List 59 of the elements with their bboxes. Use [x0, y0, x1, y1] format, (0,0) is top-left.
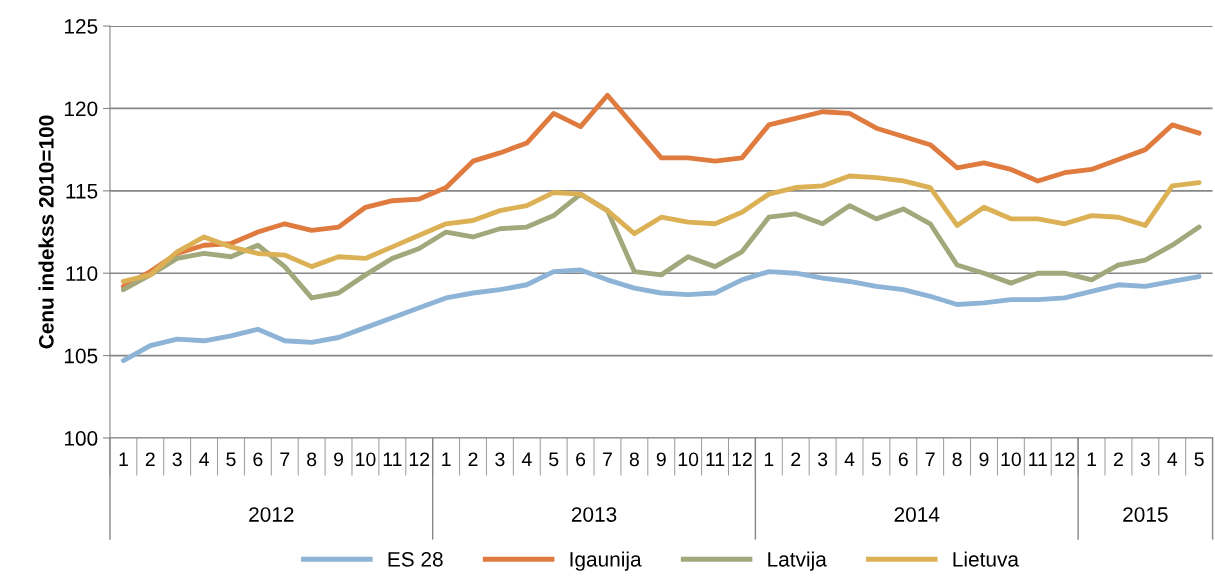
y-axis-title: Cenu indekss 2010=100	[38, 115, 54, 349]
x-tick-label: 7	[280, 452, 290, 466]
legend-label: ES 28	[388, 551, 443, 567]
x-tick-label: 8	[629, 452, 639, 467]
x-tick-label: 4	[844, 452, 855, 466]
y-tick-label: 125	[64, 19, 98, 34]
x-tick-label: 4	[521, 452, 532, 466]
x-tick-label: 1	[442, 452, 451, 466]
x-tick-label: 5	[871, 452, 881, 467]
text: 2014	[894, 507, 940, 522]
legend-label: Lietuva	[953, 551, 1019, 567]
x-tick-label: 10	[356, 452, 376, 467]
legend-label: Igaunija	[570, 551, 642, 571]
y-tick-label: 120	[64, 101, 98, 117]
x-tick-label: 4	[199, 452, 209, 466]
x-tick-label: 6	[253, 452, 263, 467]
x-tick-label: 3	[817, 452, 828, 467]
x-tick-label: 5	[226, 452, 236, 467]
x-tick-label: 6	[576, 452, 586, 467]
x-tick-label: 10	[1001, 452, 1021, 467]
x-tick-label: 11	[383, 452, 402, 466]
x-tick-label: 7	[603, 452, 612, 466]
y-tick-label: 115	[66, 184, 98, 199]
text: 2012	[249, 507, 294, 522]
x-tick-label: 2	[1114, 452, 1123, 466]
x-tick-label: 9	[979, 452, 989, 467]
x-tick-label: 1	[1087, 452, 1097, 466]
x-tick-label: 6	[898, 452, 908, 467]
y-tick-label: 100	[64, 431, 98, 446]
x-tick-label: 9	[334, 452, 344, 467]
x-tick-label: 8	[307, 452, 317, 467]
x-tick-label: 4	[1167, 452, 1178, 466]
x-tick-label: 5	[1194, 452, 1204, 467]
x-tick-label: 12	[732, 452, 752, 466]
line-series	[120, 267, 1202, 363]
text: 2013	[571, 507, 617, 522]
x-tick-label: 3	[1140, 452, 1150, 467]
x-tick-label: 3	[495, 452, 505, 467]
legend-label: Latvija	[768, 551, 827, 571]
x-tick-label: 3	[172, 452, 182, 467]
x-tick-label: 1	[119, 452, 128, 466]
x-tick-label: 11	[706, 452, 725, 466]
x-tick-label: 2	[791, 452, 801, 466]
x-tick-label: 8	[952, 452, 962, 467]
x-tick-label: 2	[145, 452, 155, 466]
x-tick-label: 9	[656, 452, 666, 467]
line-series	[120, 173, 1202, 284]
x-tick-label: 12	[1055, 452, 1075, 466]
y-tick-label: 105	[64, 348, 98, 364]
x-tick-label: 12	[409, 452, 430, 466]
y-tick-label: 110	[66, 266, 98, 281]
line-series	[120, 92, 1202, 289]
x-tick-label: 1	[764, 452, 774, 466]
x-tick-label: 2	[468, 452, 478, 466]
x-tick-label: 10	[678, 452, 699, 467]
x-tick-label: 7	[925, 452, 935, 466]
x-tick-label: 5	[549, 452, 559, 467]
text: 2015	[1123, 507, 1168, 522]
x-tick-label: 11	[1029, 452, 1047, 466]
